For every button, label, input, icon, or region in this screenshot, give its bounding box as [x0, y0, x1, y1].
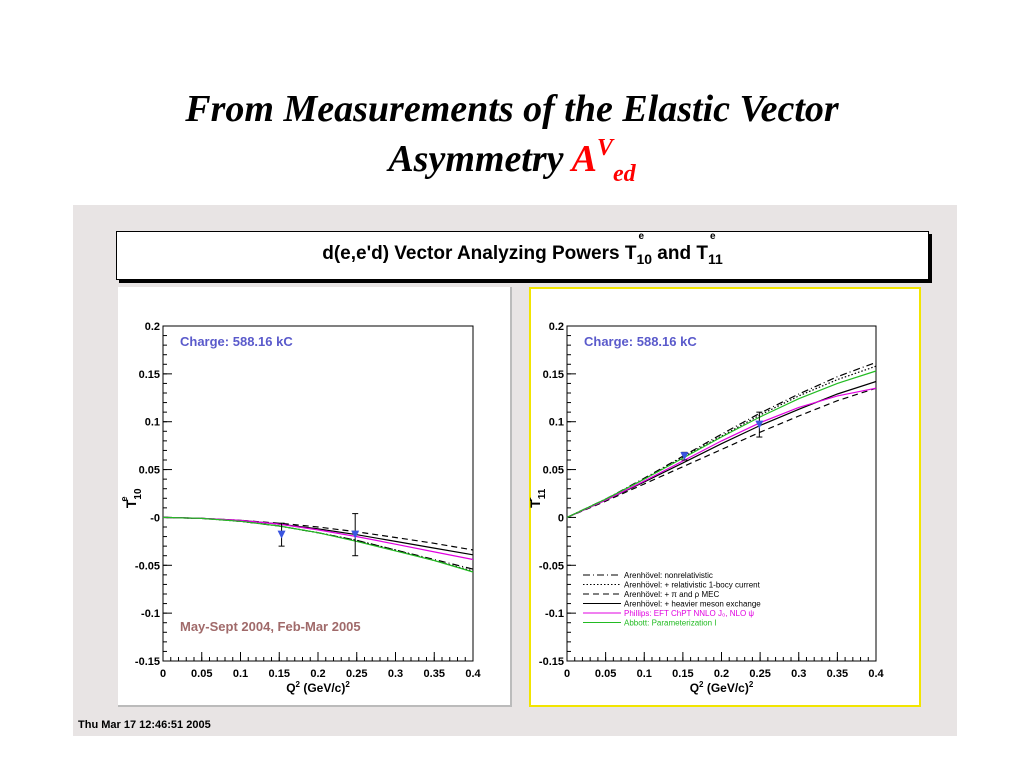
- series-line-6: [162, 516, 474, 573]
- slide-title: From Measurements of the Elastic Vector …: [0, 84, 1024, 187]
- y-axis-label: T11e: [530, 488, 548, 508]
- x-tick-label: 0.2: [714, 668, 729, 680]
- legend-entry: Arenhövel: + heavier meson exchange: [624, 600, 761, 609]
- slide-title-word: Asymmetry: [388, 138, 564, 180]
- t11-plot: 0.20.150.10.050-0.05-0.1-0.150 0.05 0.1 0.1…: [530, 321, 885, 695]
- run-period-label: May-Sept 2004, Feb-Mar 2005: [180, 619, 361, 634]
- x-tick-label: 0.15: [269, 668, 290, 680]
- series-line-2: [162, 516, 474, 572]
- y-tick-label: 0.2: [549, 321, 564, 333]
- y-tick-label: 0: [558, 512, 564, 524]
- plot-frame: [162, 325, 474, 662]
- x-tick-label: 0.05: [191, 668, 212, 680]
- x-tick-label: 0.05: [595, 668, 616, 680]
- legend-entry: Abbott: Parameterization I: [624, 619, 717, 628]
- x-tick-label: 0.1: [233, 668, 248, 680]
- x-tick-label: 0.25: [346, 668, 367, 680]
- x-tick-label: 0.4: [868, 668, 884, 680]
- x-tick-label: 0: [564, 668, 570, 680]
- charge-label: Charge: 588.16 kC: [584, 334, 697, 349]
- y-axis-label: T10e: [119, 488, 144, 508]
- y-tick-label: 0.05: [543, 465, 564, 477]
- legend-entry: Arenhövel: + relativistic 1-bocy current: [624, 581, 761, 590]
- series-line-6: [566, 370, 877, 518]
- y-tick-label: 0.15: [139, 369, 160, 381]
- x-tick-label: 0.25: [749, 668, 770, 680]
- x-tick-label: 0.3: [388, 668, 403, 680]
- series-line-3: [566, 387, 877, 518]
- series-line-5: [566, 387, 877, 518]
- y-tick-label: 0.2: [145, 321, 160, 333]
- data-point: [351, 530, 360, 539]
- y-tick-label: 0.1: [549, 417, 564, 429]
- x-axis-label: Q2 (GeV/c)2: [690, 680, 754, 695]
- x-tick-label: 0.15: [672, 668, 693, 680]
- y-tick-label: -0.15: [135, 656, 160, 668]
- y-tick-label: -0: [150, 512, 160, 524]
- x-tick-label: 0.1: [637, 668, 652, 680]
- data-point: [680, 452, 689, 461]
- y-tick-label: -0.15: [539, 656, 564, 668]
- y-tick-label: 0.1: [145, 417, 160, 429]
- t10-plot: 0.2 0.15 0.1 0.05 -0 -0.05 -0.1 -0.150 0.05 0.1 0.…: [119, 321, 482, 695]
- y-tick-label: 0.05: [139, 465, 160, 477]
- data-point: [755, 420, 764, 429]
- legend-entry: Arenhövel: nonrelativistic: [624, 571, 713, 580]
- slide-title-line1: From Measurements of the Elastic Vector: [185, 88, 839, 130]
- pad-left[interactable]: [118, 287, 512, 707]
- data-point: [277, 530, 286, 539]
- y-tick-label: -0.05: [539, 560, 564, 572]
- pad-right[interactable]: [529, 287, 921, 707]
- x-tick-label: 0.2: [310, 668, 325, 680]
- series-line-5: [162, 516, 474, 561]
- y-tick-label: -0.1: [545, 608, 564, 620]
- legend-entry: Phillips: EFT ChPT NNLO J₀, NLO ψ: [624, 609, 754, 618]
- y-tick-label: -0.1: [141, 608, 160, 620]
- asymmetry-symbol: AVed: [571, 135, 636, 187]
- x-tick-label: 0.35: [827, 668, 848, 680]
- y-tick-label: -0.05: [135, 560, 160, 572]
- series-line-3: [162, 516, 474, 551]
- x-axis-label: Q2 (GeV/c)2: [286, 680, 350, 695]
- series-line-1: [162, 516, 474, 570]
- timestamp: Thu Mar 17 12:46:51 2005: [78, 719, 211, 731]
- charge-label: Charge: 588.16 kC: [180, 334, 293, 349]
- x-tick-label: 0.3: [791, 668, 806, 680]
- x-tick-label: 0: [160, 668, 166, 680]
- y-tick-label: 0.15: [543, 369, 564, 381]
- x-tick-label: 0.35: [424, 668, 445, 680]
- series-line-4: [162, 516, 474, 556]
- legend-entry: Arenhövel: + π and ρ MEC: [624, 590, 719, 599]
- x-tick-label: 0.4: [465, 668, 481, 680]
- slide-title-line2: Asymmetry AVed: [0, 134, 1024, 187]
- series-line-1: [566, 361, 877, 518]
